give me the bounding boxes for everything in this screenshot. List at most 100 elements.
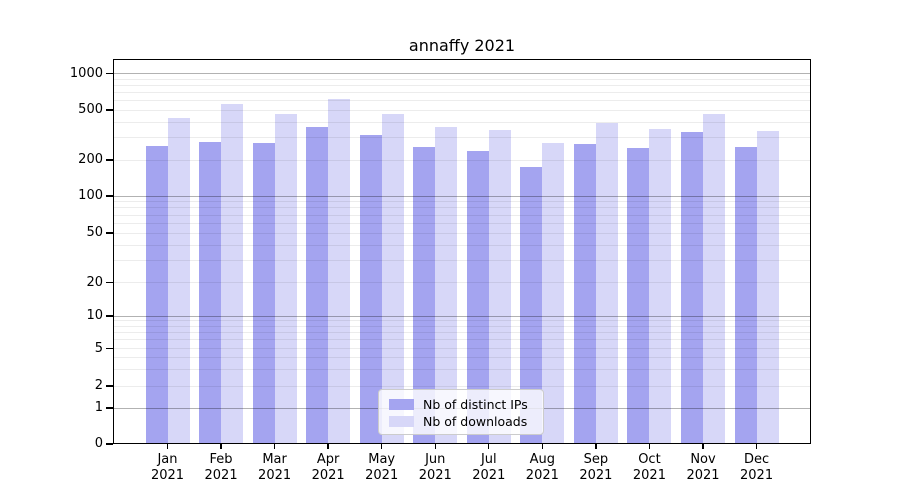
legend-label: Nb of downloads bbox=[423, 414, 528, 429]
bar-downloads bbox=[328, 98, 351, 444]
gridline bbox=[113, 385, 811, 387]
gridline bbox=[113, 339, 811, 341]
bar-downloads bbox=[274, 114, 297, 444]
x-tick-label: Jun 2021 bbox=[418, 452, 452, 483]
y-tick-label: 500 bbox=[78, 102, 103, 117]
x-tick-label: Nov 2021 bbox=[686, 452, 720, 483]
bar-downloads bbox=[542, 143, 565, 444]
x-tick-label: Jan 2021 bbox=[150, 452, 185, 483]
bar-distinct-ips bbox=[252, 143, 275, 444]
y-tick-label: 0 bbox=[94, 436, 103, 451]
gridline bbox=[113, 357, 811, 359]
gridline bbox=[113, 73, 811, 74]
gridline bbox=[113, 195, 811, 197]
gridline bbox=[113, 320, 811, 322]
gridline bbox=[113, 84, 811, 86]
x-tick-mark bbox=[220, 444, 222, 449]
legend-item-distinct-ips: Nb of distinct IPs bbox=[389, 396, 533, 413]
bar-distinct-ips bbox=[306, 127, 329, 444]
gridline bbox=[113, 201, 811, 203]
x-tick-label: Mar 2021 bbox=[258, 452, 292, 483]
gridline bbox=[113, 232, 811, 234]
legend: Nb of distinct IPs Nb of downloads bbox=[378, 389, 544, 435]
bar-distinct-ips bbox=[413, 146, 436, 444]
bar-downloads bbox=[381, 114, 404, 444]
bar-distinct-ips bbox=[734, 146, 757, 444]
x-tick-mark bbox=[702, 444, 704, 449]
y-tick-mark bbox=[106, 232, 113, 234]
x-tick-mark bbox=[166, 444, 169, 449]
y-tick-mark bbox=[106, 195, 113, 197]
x-tick-mark bbox=[488, 444, 490, 449]
gridline bbox=[113, 315, 811, 317]
y-tick-label: 50 bbox=[86, 225, 103, 240]
x-tick-mark bbox=[648, 444, 651, 449]
gridline bbox=[113, 137, 811, 139]
y-tick-label: 10 bbox=[86, 308, 103, 323]
bar-downloads bbox=[167, 117, 190, 444]
y-tick-mark bbox=[106, 109, 113, 111]
x-tick-label: Jul 2021 bbox=[472, 452, 506, 483]
y-tick-mark bbox=[106, 443, 113, 445]
x-tick-label: Sep 2021 bbox=[579, 452, 613, 483]
x-tick-label: Aug 2021 bbox=[525, 452, 559, 483]
legend-item-downloads: Nb of downloads bbox=[389, 413, 533, 430]
bar-downloads bbox=[756, 131, 779, 444]
x-tick-mark bbox=[381, 444, 383, 449]
bar-distinct-ips bbox=[145, 145, 168, 444]
legend-label: Nb of distinct IPs bbox=[423, 397, 528, 412]
bar-downloads bbox=[221, 104, 244, 444]
x-tick-label: Oct 2021 bbox=[632, 452, 666, 483]
gridline bbox=[113, 332, 811, 334]
x-tick-mark bbox=[273, 444, 276, 449]
y-tick-label: 200 bbox=[78, 152, 103, 167]
y-tick-label: 20 bbox=[86, 274, 103, 290]
bar-downloads bbox=[703, 114, 725, 444]
bar-downloads bbox=[488, 130, 511, 444]
x-tick-label: Apr 2021 bbox=[311, 452, 345, 483]
y-tick-label: 1 bbox=[94, 400, 103, 415]
gridline bbox=[113, 159, 811, 161]
bar-downloads bbox=[649, 128, 672, 444]
gridline bbox=[113, 282, 811, 283]
bar-downloads bbox=[595, 123, 618, 444]
x-tick-mark bbox=[595, 444, 597, 449]
y-tick-label: 1000 bbox=[69, 65, 103, 81]
x-tick-label: Feb 2021 bbox=[204, 452, 238, 483]
bar-distinct-ips bbox=[627, 147, 650, 444]
bar-distinct-ips bbox=[573, 144, 596, 444]
y-tick-mark bbox=[106, 315, 113, 317]
legend-swatch-distinct-ips bbox=[389, 399, 414, 410]
legend-swatch-downloads bbox=[389, 416, 414, 427]
y-tick-label: 100 bbox=[78, 188, 103, 203]
y-tick-mark bbox=[106, 159, 113, 161]
gridline bbox=[113, 207, 811, 209]
y-tick-mark bbox=[106, 281, 113, 284]
gridline bbox=[113, 121, 811, 123]
x-tick-mark bbox=[327, 444, 329, 449]
x-tick-mark bbox=[541, 444, 544, 449]
gridline bbox=[113, 260, 811, 262]
bar-distinct-ips bbox=[681, 131, 703, 444]
chart-title: annaffy 2021 bbox=[408, 36, 516, 55]
y-tick-label: 2 bbox=[94, 378, 103, 393]
y-tick-label: 5 bbox=[94, 340, 103, 356]
y-tick-mark bbox=[106, 407, 113, 409]
gridline bbox=[113, 325, 811, 327]
gridline bbox=[113, 348, 811, 349]
bar-distinct-ips bbox=[199, 141, 222, 444]
gridline bbox=[113, 368, 811, 370]
gridline bbox=[113, 244, 811, 246]
bar-distinct-ips bbox=[520, 166, 543, 444]
y-tick-mark bbox=[106, 72, 113, 75]
y-tick-mark bbox=[106, 347, 113, 350]
gridline bbox=[113, 109, 811, 111]
y-tick-mark bbox=[106, 385, 113, 387]
gridline bbox=[113, 78, 811, 80]
x-tick-label: May 2021 bbox=[365, 452, 399, 483]
gridline bbox=[113, 222, 811, 224]
gridline bbox=[113, 91, 811, 93]
x-tick-mark bbox=[434, 444, 436, 449]
x-tick-mark bbox=[755, 444, 758, 449]
